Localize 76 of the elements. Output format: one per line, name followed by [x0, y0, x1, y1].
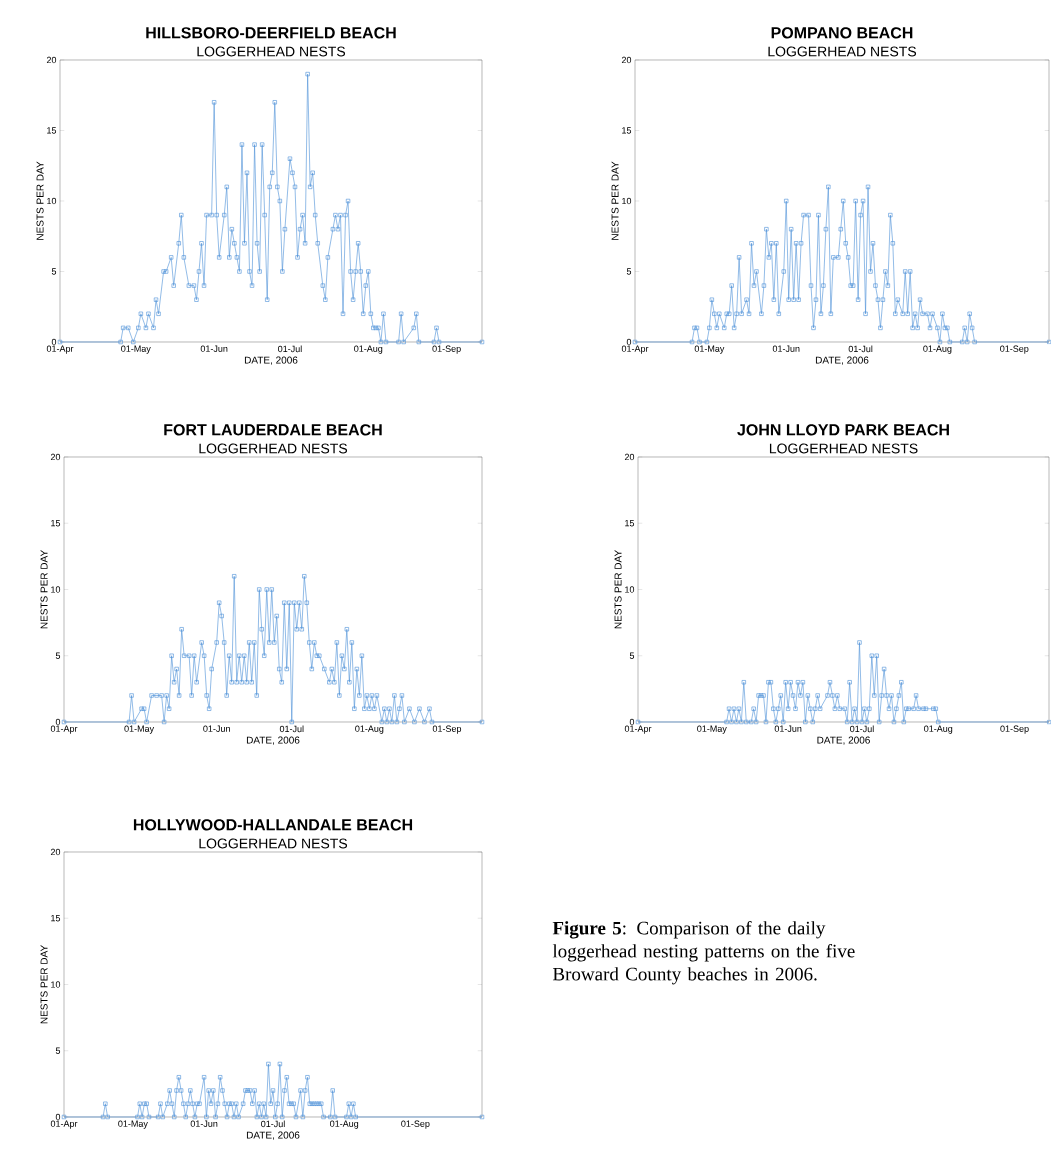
x-axis-title: DATE, 2006	[246, 736, 300, 745]
y-tick-label: 10	[47, 197, 57, 205]
chart-subtitle: LOGGERHEAD NESTS	[199, 443, 348, 454]
x-tick-label: 01-Apr	[46, 345, 74, 354]
x-tick-label: 01-Aug	[924, 725, 953, 734]
text: Figure 5: Comparison of the daily loggerhead nesting patterns on the five Broward County beaches in 2006.	[552, 920, 855, 985]
y-axis-title: NESTS PER DAY	[40, 945, 48, 1024]
y-tick-label: 10	[625, 586, 635, 593]
x-axis-title: DATE, 2006	[817, 736, 870, 745]
y-tick-label: 5	[629, 652, 635, 659]
x-tick-label: 01-Jul	[279, 725, 304, 733]
x-tick-label: 01-Jun	[190, 1120, 218, 1127]
x-tick-label: 01-Sep	[432, 725, 462, 734]
y-tick-label: 15	[51, 520, 61, 527]
x-tick-label: 01-Sep	[432, 345, 461, 354]
x-tick-label: 01-Sep	[401, 1120, 430, 1129]
y-axis-title: NESTS PER DAY	[614, 550, 622, 629]
y-tick-label: 20	[624, 453, 635, 461]
x-tick-label: 01-Sep	[1000, 345, 1029, 354]
y-tick-label: 15	[622, 127, 632, 134]
chart-title: JOHN LLOYD PARK BEACH	[737, 424, 949, 436]
y-tick-label: 0	[51, 338, 57, 346]
x-tick-label: 01-Apr	[50, 1120, 78, 1129]
y-axis-title: NESTS PER DAY	[36, 161, 44, 240]
x-tick-label: 01-Sep	[1000, 725, 1029, 734]
y-tick-label: 15	[51, 915, 61, 922]
x-tick-label: 01-Jul	[278, 345, 302, 353]
y-tick-label: 20	[46, 56, 57, 64]
x-tick-label: 01-Jul	[850, 725, 874, 733]
chart-subtitle: LOGGERHEAD NESTS	[197, 46, 346, 57]
x-tick-label: 01-Jul	[848, 345, 873, 353]
y-tick-label: 5	[626, 268, 632, 275]
x-axis-title: DATE, 2006	[244, 356, 298, 365]
x-tick-label: 01-May	[124, 725, 155, 734]
y-tick-label: 20	[50, 453, 61, 461]
x-tick-label: 01-Apr	[621, 345, 649, 354]
y-axis-title: NESTS PER DAY	[40, 550, 48, 629]
y-tick-label: 0	[626, 338, 632, 346]
x-tick-label: 01-Aug	[330, 1120, 359, 1129]
x-tick-label: 01-May	[118, 1120, 148, 1129]
chart-title: POMPANO BEACH	[771, 27, 913, 39]
chart-subtitle: LOGGERHEAD NESTS	[199, 838, 348, 849]
y-tick-label: 5	[55, 1047, 61, 1054]
y-axis-title: NESTS PER DAY	[611, 161, 619, 240]
x-tick-label: 01-Apr	[624, 725, 652, 734]
x-tick-label: 01-Apr	[50, 725, 78, 734]
x-tick-label: 01-Aug	[923, 345, 952, 354]
x-tick-label: 01-May	[694, 345, 725, 354]
y-tick-label: 10	[51, 586, 61, 593]
x-tick-label: 01-Aug	[354, 345, 383, 354]
x-axis-title: DATE, 2006	[246, 1131, 300, 1140]
y-tick-label: 20	[621, 56, 632, 64]
y-tick-label: 0	[55, 718, 61, 726]
chart-title: FORT LAUDERDALE BEACH	[164, 424, 382, 436]
x-tick-label: 01-Jun	[772, 345, 800, 352]
y-tick-label: 5	[55, 652, 61, 659]
y-tick-label: 10	[622, 197, 632, 205]
y-tick-label: 5	[51, 268, 57, 275]
x-tick-label: 01-Jun	[200, 345, 228, 352]
x-tick-label: 01-Jun	[203, 725, 230, 732]
x-axis-title: DATE, 2006	[815, 356, 869, 365]
chart-title: HILLSBORO-DEERFIELD BEACH	[146, 27, 396, 39]
y-tick-label: 10	[51, 981, 61, 988]
x-tick-label: 01-Jul	[261, 1120, 285, 1128]
chart-title: HOLLYWOOD-HALLANDALE BEACH	[133, 819, 413, 831]
y-tick-label: 0	[55, 1113, 61, 1121]
y-tick-label: 0	[629, 718, 635, 726]
x-tick-label: 01-Aug	[355, 725, 384, 734]
y-tick-label: 15	[47, 127, 57, 134]
chart-subtitle: LOGGERHEAD NESTS	[768, 46, 917, 57]
y-tick-label: 15	[625, 520, 635, 527]
x-tick-label: 01-May	[697, 725, 727, 734]
x-tick-label: 01-Jun	[774, 725, 802, 732]
chart-subtitle: LOGGERHEAD NESTS	[769, 443, 918, 454]
y-tick-label: 20	[50, 848, 61, 856]
x-tick-label: 01-May	[121, 345, 151, 354]
